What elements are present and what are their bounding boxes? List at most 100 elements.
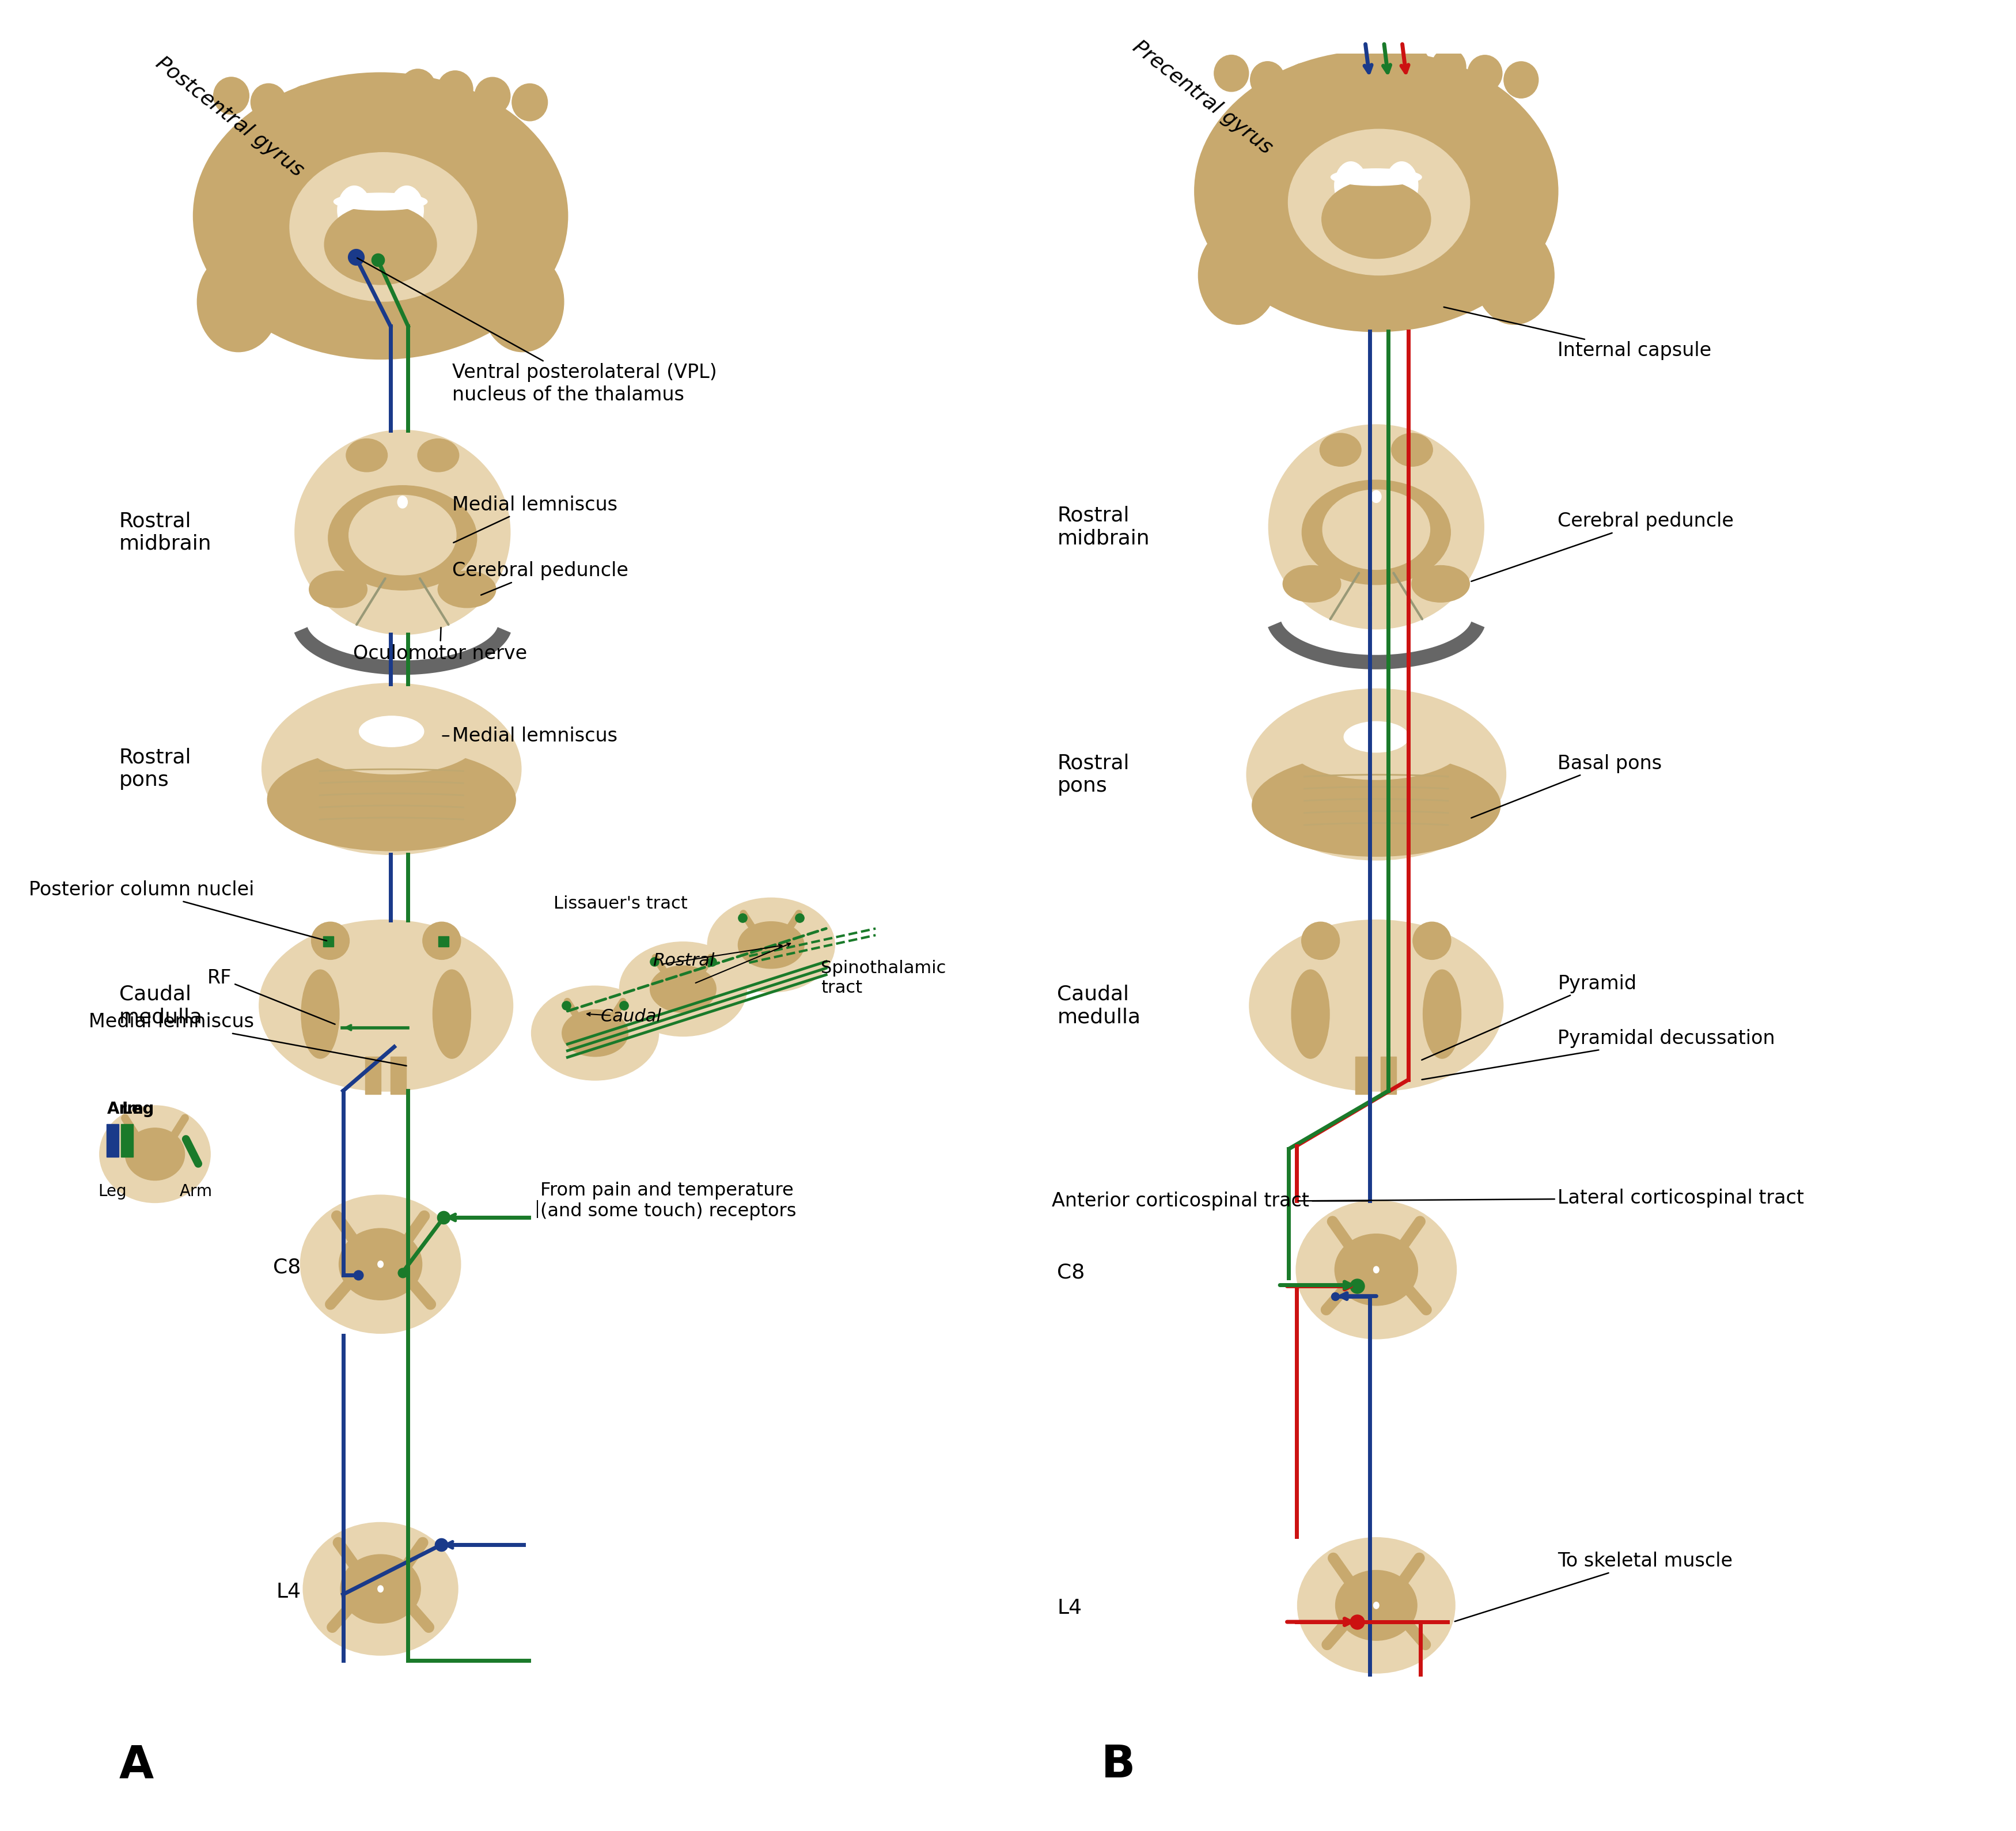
Text: RF: RF — [208, 969, 335, 1024]
Ellipse shape — [1359, 51, 1393, 88]
FancyArrowPatch shape — [1333, 1221, 1357, 1258]
FancyArrowPatch shape — [566, 1002, 581, 1022]
Ellipse shape — [1431, 49, 1466, 86]
Ellipse shape — [359, 716, 423, 747]
Bar — [107, 1124, 119, 1157]
Ellipse shape — [1250, 921, 1502, 1091]
Ellipse shape — [399, 70, 435, 106]
FancyArrowPatch shape — [171, 1119, 185, 1141]
Bar — [1355, 1056, 1371, 1095]
Ellipse shape — [1504, 62, 1538, 99]
Ellipse shape — [738, 921, 804, 969]
Text: Caudal
medulla: Caudal medulla — [119, 985, 204, 1027]
Ellipse shape — [1411, 566, 1470, 602]
Ellipse shape — [325, 205, 437, 284]
Ellipse shape — [310, 923, 349, 959]
Text: A: A — [119, 1743, 153, 1787]
Text: Rostral
midbrain: Rostral midbrain — [119, 511, 212, 553]
Text: To skeletal muscle: To skeletal muscle — [1456, 1553, 1734, 1622]
Ellipse shape — [474, 77, 510, 115]
Ellipse shape — [1391, 434, 1433, 467]
FancyArrowPatch shape — [185, 1139, 198, 1165]
Text: Pyramidal decussation: Pyramidal decussation — [1421, 1029, 1776, 1080]
FancyArrowPatch shape — [331, 1274, 357, 1304]
Ellipse shape — [198, 251, 280, 352]
Ellipse shape — [512, 84, 548, 121]
Ellipse shape — [1373, 1602, 1379, 1609]
Ellipse shape — [708, 899, 835, 992]
Ellipse shape — [1198, 227, 1278, 324]
Ellipse shape — [300, 1196, 460, 1333]
FancyArrowPatch shape — [698, 958, 712, 978]
Ellipse shape — [532, 987, 659, 1080]
Ellipse shape — [1282, 566, 1341, 602]
Text: Arm: Arm — [107, 1100, 143, 1117]
Ellipse shape — [1371, 491, 1381, 504]
Ellipse shape — [562, 1009, 629, 1056]
Ellipse shape — [1250, 62, 1284, 99]
Ellipse shape — [1335, 1571, 1417, 1641]
Ellipse shape — [260, 921, 512, 1091]
FancyArrowPatch shape — [1399, 1280, 1425, 1309]
Ellipse shape — [294, 430, 510, 634]
Text: Posterior column nuclei: Posterior column nuclei — [28, 881, 327, 941]
Text: Caudal
medulla: Caudal medulla — [1056, 985, 1141, 1027]
Text: Ventral posterolateral (VPL)
nucleus of the thalamus: Ventral posterolateral (VPL) nucleus of … — [357, 258, 718, 405]
Ellipse shape — [1320, 434, 1361, 467]
Text: From pain and temperature
(and some touch) receptors: From pain and temperature (and some touc… — [540, 1181, 796, 1219]
Ellipse shape — [423, 923, 462, 959]
FancyArrowPatch shape — [786, 914, 798, 934]
Ellipse shape — [339, 1229, 421, 1300]
FancyArrowPatch shape — [744, 914, 756, 934]
Text: B: B — [1101, 1743, 1135, 1787]
Ellipse shape — [1302, 923, 1339, 959]
Ellipse shape — [304, 703, 480, 775]
FancyArrowPatch shape — [1327, 1615, 1353, 1644]
Text: Rostral: Rostral — [653, 952, 716, 969]
FancyArrowPatch shape — [419, 579, 448, 624]
Ellipse shape — [304, 1523, 458, 1655]
Text: Rostral
midbrain: Rostral midbrain — [1056, 505, 1149, 547]
Ellipse shape — [268, 749, 516, 851]
Ellipse shape — [1296, 1201, 1456, 1338]
Ellipse shape — [262, 683, 520, 855]
Ellipse shape — [1288, 709, 1464, 780]
Ellipse shape — [433, 970, 472, 1058]
FancyArrowPatch shape — [399, 1216, 423, 1252]
Ellipse shape — [1268, 425, 1484, 628]
Bar — [1381, 1056, 1395, 1095]
FancyArrowPatch shape — [1333, 1558, 1359, 1593]
Ellipse shape — [101, 1106, 210, 1203]
FancyArrowPatch shape — [1395, 1558, 1419, 1593]
Ellipse shape — [300, 970, 339, 1058]
Ellipse shape — [619, 943, 746, 1036]
Ellipse shape — [1468, 55, 1502, 92]
Ellipse shape — [1195, 51, 1558, 331]
Ellipse shape — [482, 251, 564, 352]
Ellipse shape — [1286, 62, 1320, 99]
Ellipse shape — [290, 152, 476, 302]
Ellipse shape — [1292, 970, 1329, 1058]
Text: Basal pons: Basal pons — [1472, 754, 1661, 818]
Ellipse shape — [337, 187, 371, 234]
Text: Medial lemniscus: Medial lemniscus — [452, 496, 617, 542]
Ellipse shape — [1214, 55, 1248, 92]
FancyArrowPatch shape — [1331, 573, 1359, 619]
Text: Rostral
pons: Rostral pons — [119, 747, 192, 791]
Text: Pyramid: Pyramid — [1421, 974, 1637, 1060]
FancyArrowPatch shape — [399, 1544, 423, 1576]
Ellipse shape — [389, 187, 423, 234]
Text: L4: L4 — [276, 1582, 300, 1602]
Ellipse shape — [1248, 688, 1506, 861]
FancyArrowPatch shape — [357, 579, 385, 624]
FancyArrowPatch shape — [333, 1598, 359, 1628]
Text: C8: C8 — [1056, 1263, 1085, 1282]
FancyArrowPatch shape — [655, 958, 669, 978]
Text: Precentral gyrus: Precentral gyrus — [1129, 37, 1276, 157]
Ellipse shape — [1413, 923, 1452, 959]
Ellipse shape — [1302, 480, 1452, 584]
Ellipse shape — [363, 73, 399, 110]
Ellipse shape — [377, 1586, 383, 1593]
Text: Medial lemniscus: Medial lemniscus — [444, 727, 617, 745]
FancyArrowPatch shape — [403, 1598, 429, 1628]
